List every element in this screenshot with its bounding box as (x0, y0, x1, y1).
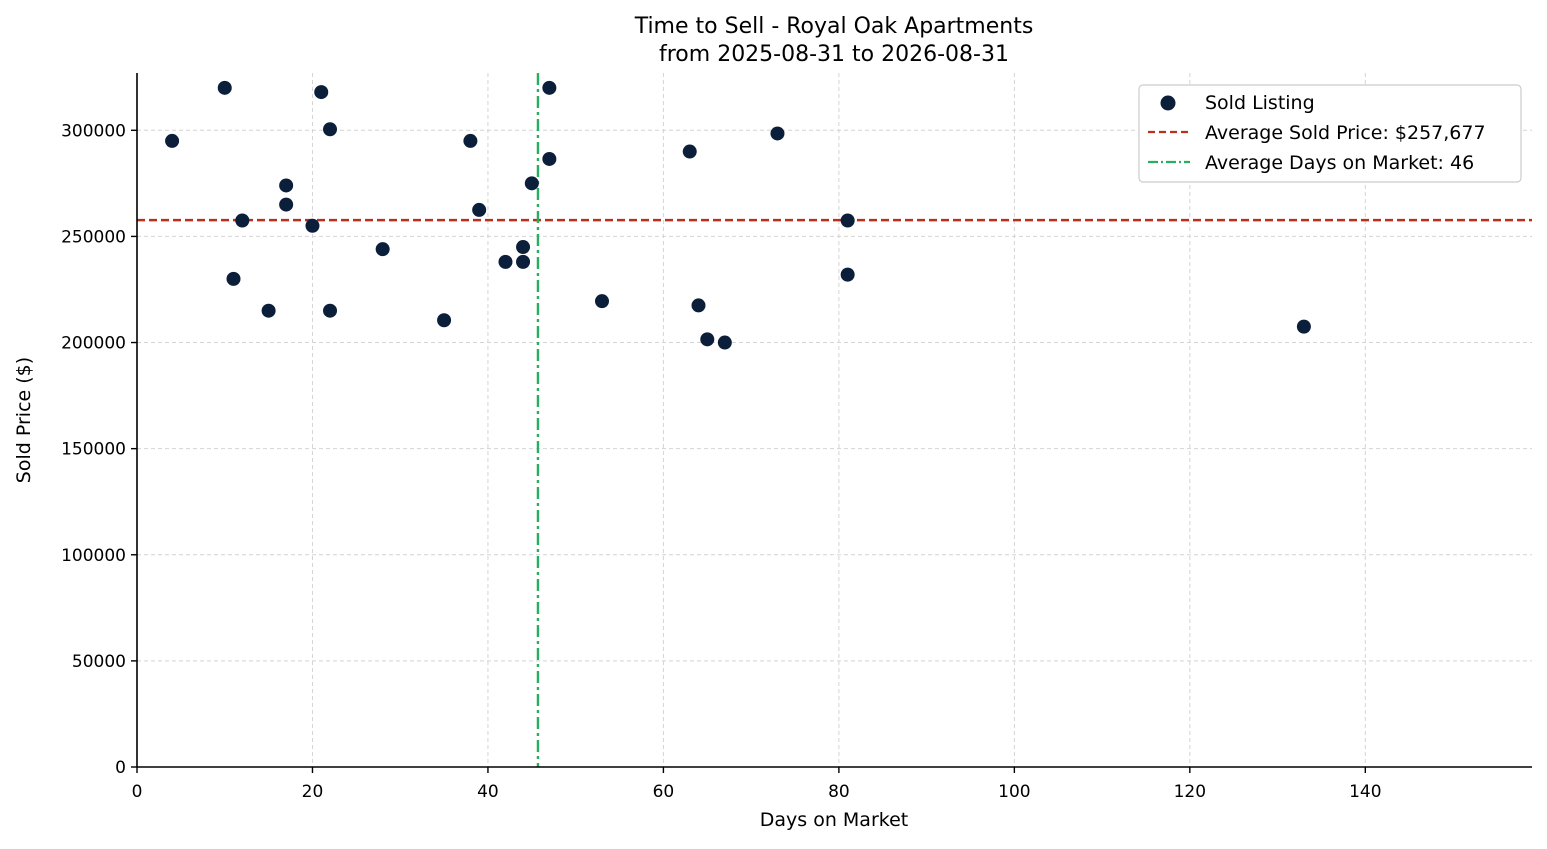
legend-marker-sold-listing (1160, 95, 1176, 111)
sold-listing-point (691, 298, 706, 313)
x-tick-label: 40 (477, 782, 499, 802)
sold-listing-point (437, 313, 452, 328)
legend-label-sold-listing: Sold Listing (1205, 92, 1315, 114)
x-tick-label: 100 (998, 782, 1030, 802)
sold-listing-point (305, 218, 320, 233)
y-axis-label: Sold Price ($) (13, 357, 35, 483)
sold-listing-point (323, 303, 338, 318)
sold-listing-point (717, 335, 732, 350)
sold-listing-point (472, 202, 487, 217)
sold-listing-point (226, 271, 241, 286)
y-tick-label: 200000 (61, 334, 126, 354)
sold-listing-point (261, 303, 276, 318)
sold-listing-point (235, 213, 250, 228)
sold-listing-point (840, 213, 855, 228)
reference-lines (137, 73, 1532, 767)
y-tick-label: 50000 (72, 652, 126, 672)
axes (131, 73, 1532, 773)
sold-listing-point (165, 133, 180, 148)
y-tick-label: 0 (115, 758, 126, 778)
sold-listing-point (279, 197, 294, 212)
tick-labels: 0 20 40 60 80 100 120 140 0 50000 100000 150000 2000… (61, 121, 1381, 802)
y-tick-label: 250000 (61, 227, 126, 247)
sold-listing-point (840, 267, 855, 282)
x-tick-label: 20 (302, 782, 324, 802)
y-tick-label: 150000 (61, 440, 126, 460)
x-tick-label: 0 (132, 782, 143, 802)
x-tick-label: 120 (1174, 782, 1206, 802)
data-points (165, 80, 1478, 350)
legend: Sold Listing Average Sold Price: $257,67… (1138, 84, 1522, 183)
legend-label-avg-price: Average Sold Price: $257,677 (1205, 122, 1486, 144)
sold-listing-point (217, 80, 232, 95)
sold-listing-point (463, 133, 478, 148)
legend-box (1138, 84, 1522, 183)
chart-title: Time to Sell - Royal Oak Apartments (634, 14, 1034, 39)
sold-listing-point (595, 294, 609, 309)
sold-listing-point (770, 126, 785, 141)
chart-subtitle: from 2025-08-31 to 2026-08-31 (659, 42, 1009, 67)
sold-listing-point (1296, 319, 1311, 334)
sold-listing-point (323, 122, 338, 137)
sold-listing-point (542, 151, 557, 166)
sold-listing-point (375, 242, 390, 257)
y-tick-label: 300000 (61, 121, 126, 141)
sold-listing-point (498, 254, 513, 269)
x-axis-label: Days on Market (760, 809, 908, 831)
sold-listing-point (700, 332, 715, 347)
sold-listing-point (542, 80, 557, 95)
sold-listing-point (279, 178, 294, 193)
x-tick-label: 60 (653, 782, 675, 802)
sold-listing-point (516, 240, 531, 255)
y-tick-label: 100000 (61, 546, 126, 566)
sold-listing-point (314, 85, 329, 100)
legend-label-avg-days: Average Days on Market: 46 (1205, 152, 1474, 174)
sold-listing-point (524, 176, 539, 191)
x-tick-label: 140 (1349, 782, 1381, 802)
x-tick-label: 80 (828, 782, 850, 802)
sold-listing-point (682, 144, 697, 159)
sold-listing-point (516, 254, 531, 269)
